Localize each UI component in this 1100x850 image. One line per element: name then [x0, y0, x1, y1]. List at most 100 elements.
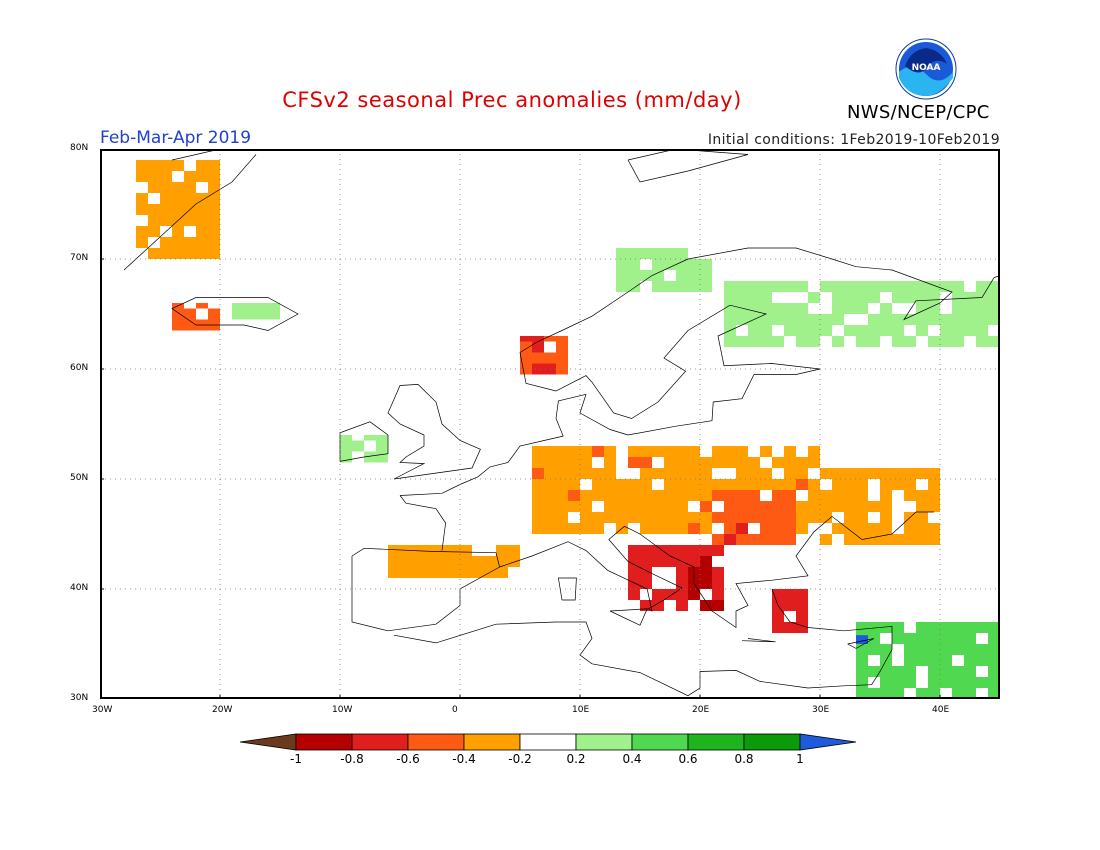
anomaly-cell [208, 237, 220, 248]
anomaly-cell [892, 314, 904, 325]
anomaly-cell [268, 308, 280, 320]
anomaly-cell [820, 501, 832, 512]
anomaly-cell [208, 193, 220, 204]
anomaly-cell [964, 655, 976, 666]
anomaly-cell [796, 336, 808, 347]
anomaly-cell [412, 567, 424, 578]
anomaly-cell [928, 666, 940, 677]
anomaly-cell [856, 688, 868, 699]
anomaly-cell [532, 341, 544, 353]
anomaly-cell [928, 281, 940, 292]
anomaly-cell [604, 457, 616, 468]
anomaly-cell [616, 281, 628, 292]
anomaly-cell [832, 490, 844, 501]
anomaly-cell [856, 468, 868, 479]
anomaly-cell [628, 457, 640, 468]
anomaly-cell [616, 270, 628, 281]
anomaly-cell [460, 567, 472, 578]
anomaly-cell [376, 451, 388, 463]
anomaly-cell [784, 534, 796, 545]
lat-label: 30N [70, 693, 89, 703]
anomaly-cell [676, 281, 688, 292]
anomaly-cell [448, 545, 460, 556]
anomaly-cell [616, 512, 628, 523]
anomaly-cell [496, 567, 508, 578]
anomaly-cell [868, 281, 880, 292]
anomaly-cell [916, 534, 928, 545]
anomaly-cell [796, 457, 808, 468]
anomaly-cell [760, 303, 772, 314]
anomaly-cell [616, 490, 628, 501]
anomaly-cell [664, 248, 676, 259]
anomaly-cell [976, 336, 988, 347]
coastline [741, 638, 776, 643]
anomaly-cell [988, 644, 1000, 655]
svg-text:NOAA: NOAA [912, 63, 941, 73]
anomaly-cell [580, 512, 592, 523]
anomaly-cell [652, 281, 664, 292]
anomaly-cell [232, 308, 244, 320]
anomaly-cell [856, 336, 868, 347]
lat-label: 50N [70, 473, 89, 483]
anomaly-cell [688, 468, 700, 479]
anomaly-cell [664, 490, 676, 501]
anomaly-cell [724, 457, 736, 468]
anomaly-cell [580, 523, 592, 534]
anomaly-cell [844, 479, 856, 490]
anomaly-cell [628, 270, 640, 281]
lon-label: 20W [212, 705, 233, 715]
anomaly-cell [652, 259, 664, 270]
anomaly-cell [868, 523, 880, 534]
anomaly-cell [352, 440, 364, 452]
anomaly-cell [184, 171, 196, 182]
colorbar-swatch [295, 733, 353, 751]
anomaly-region [136, 160, 220, 259]
anomaly-cell [664, 457, 676, 468]
anomaly-cell [808, 490, 820, 501]
anomaly-cell [880, 303, 892, 314]
anomaly-cell [748, 336, 760, 347]
anomaly-cell [676, 578, 688, 589]
anomaly-cell [700, 259, 712, 270]
anomaly-cell [904, 479, 916, 490]
anomaly-cell [724, 303, 736, 314]
anomaly-cell [988, 336, 1000, 347]
anomaly-cell [700, 281, 712, 292]
coastline [171, 297, 299, 331]
anomaly-cell [880, 523, 892, 534]
anomaly-cell [892, 325, 904, 336]
anomaly-cell [736, 523, 748, 534]
anomaly-cell [772, 523, 784, 534]
anomaly-cell [988, 633, 1000, 644]
anomaly-cell [160, 237, 172, 248]
anomaly-cell [808, 446, 820, 457]
anomaly-cell [796, 611, 808, 622]
anomaly-cell [916, 622, 928, 633]
anomaly-cell [520, 341, 532, 353]
anomaly-cell [148, 204, 160, 215]
anomaly-cell [556, 490, 568, 501]
anomaly-cell [592, 479, 604, 490]
anomaly-cell [760, 281, 772, 292]
anomaly-cell [724, 490, 736, 501]
anomaly-cell [892, 336, 904, 347]
anomaly-cell [748, 281, 760, 292]
anomaly-cell [976, 644, 988, 655]
anomaly-cell [904, 677, 916, 688]
anomaly-cell [532, 468, 544, 479]
anomaly-cell [568, 479, 580, 490]
precip-anomaly-map [100, 149, 1000, 699]
anomaly-cell [916, 490, 928, 501]
anomaly-cell [844, 292, 856, 303]
anomaly-cell [748, 501, 760, 512]
anomaly-cell [904, 644, 916, 655]
anomaly-cell [904, 325, 916, 336]
anomaly-cell [376, 435, 388, 441]
anomaly-cell [640, 479, 652, 490]
anomaly-cell [208, 215, 220, 226]
anomaly-cell [628, 556, 640, 567]
anomaly-cell [160, 171, 172, 182]
anomaly-cell [616, 501, 628, 512]
colorbar-swatch [463, 733, 521, 751]
anomaly-cell [640, 457, 652, 468]
